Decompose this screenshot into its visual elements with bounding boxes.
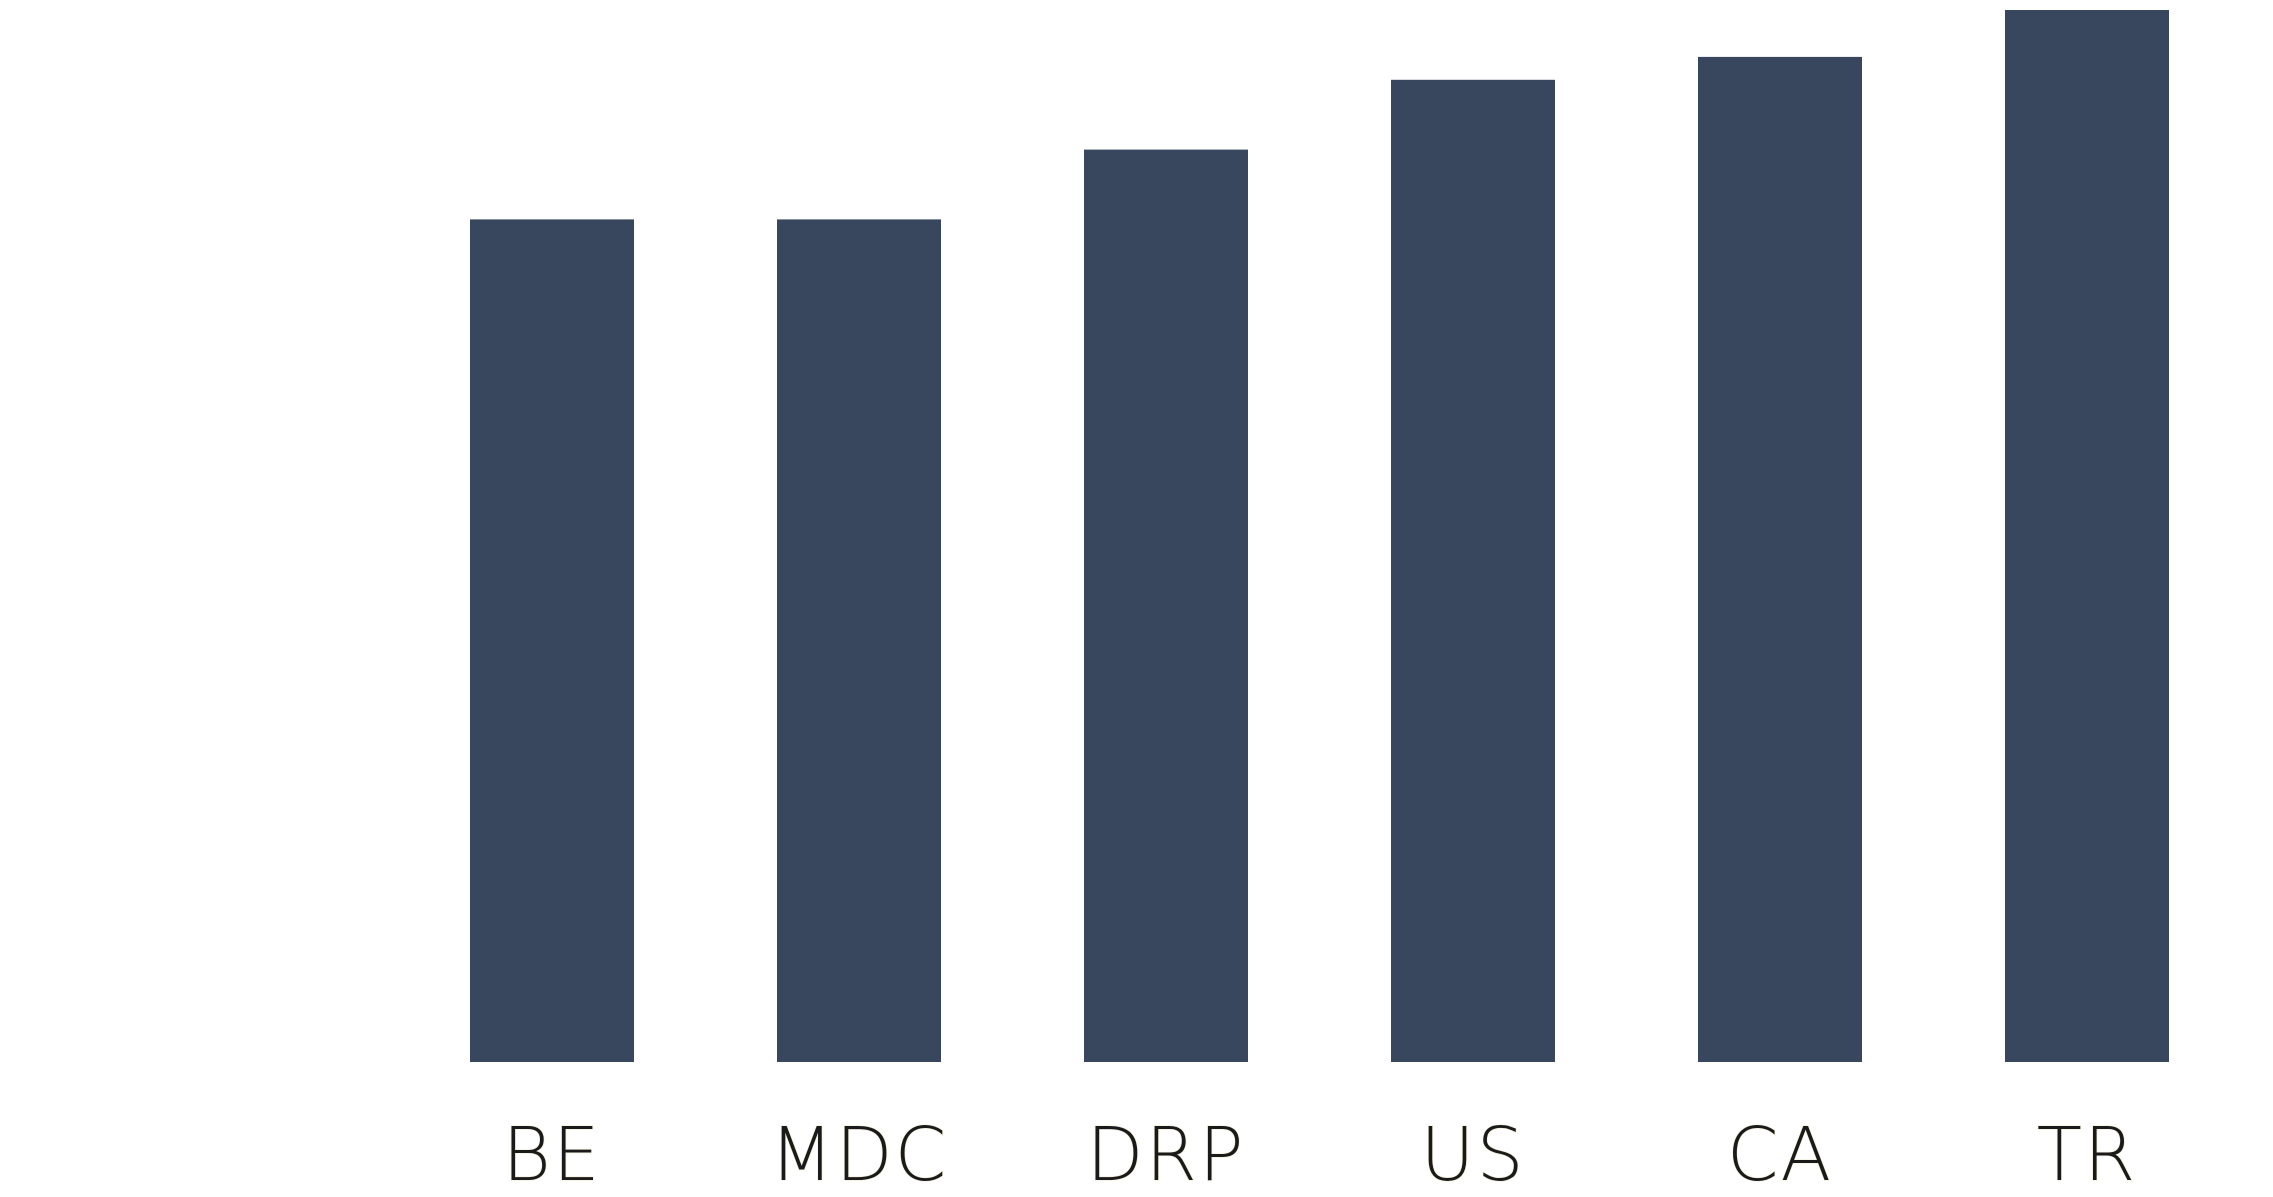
- bars-layer: [470, 10, 2169, 1063]
- x-tick-label-ca: CA: [1727, 1112, 1833, 1197]
- bar-mdc: [777, 219, 941, 1062]
- bar-tr: [2005, 10, 2169, 1062]
- x-tick-label-us: US: [1420, 1112, 1525, 1197]
- x-tick-label-drp: DRP: [1086, 1112, 1245, 1197]
- bar-ca: [1698, 56, 1862, 1062]
- x-tick-label-tr: TR: [2037, 1112, 2138, 1197]
- x-tick-label-mdc: MDC: [770, 1112, 949, 1197]
- bar-us: [1391, 79, 1555, 1063]
- bar-be: [470, 219, 634, 1062]
- x-axis-tick-labels: BE MDC DRP US CA TR: [502, 1111, 2138, 1197]
- x-tick-label-be: BE: [502, 1112, 601, 1197]
- bar-drp: [1084, 149, 1248, 1063]
